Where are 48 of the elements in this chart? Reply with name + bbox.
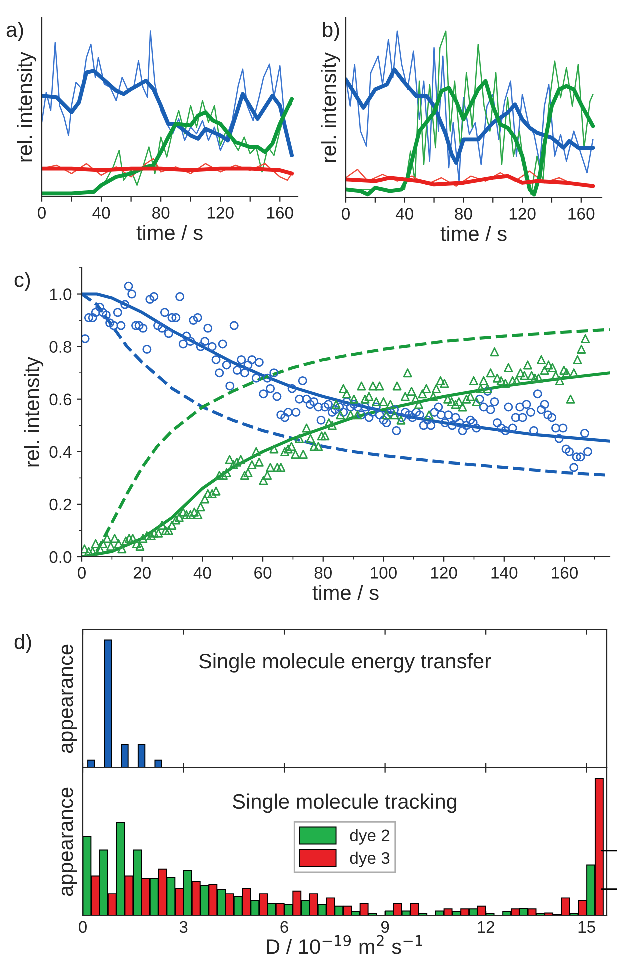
x-tick-label: 9 [381,921,390,934]
x-tick-label: 0 [78,567,86,579]
x-tick-label: 80 [152,207,170,219]
text: c) [14,272,30,292]
y-tick-label: 0.4 [50,446,72,458]
y-axis-title: rel. intensity [17,52,36,162]
x-tick-label: 80 [455,208,472,220]
y-axis-title: rel. intensity [24,356,44,467]
x-tick-label: 40 [194,567,212,579]
x-tick-label: 0 [79,921,87,934]
x-tick-label: 120 [510,208,536,220]
x-tick-label: 80 [314,567,332,579]
x-tick-label: 160 [568,208,595,220]
y-axis-title: rel. intensity [321,52,340,162]
x-axis-title: D / 10$^{−19}$ m$^{2}$ s$^{−1}$ [267,935,422,954]
text: a) [6,22,24,42]
x-tick-label: 3 [180,921,188,934]
legend-label: dye 3 [350,852,390,868]
y-tick-label: 0.8 [50,341,72,354]
text: b) [323,22,340,42]
text: d) [14,634,32,654]
x-tick-label: 40 [92,207,110,219]
x-tick-label: 160 [268,207,294,219]
x-tick-label: 12 [478,921,495,933]
text: Single molecule energy transfer [199,653,492,673]
x-tick-label: 100 [371,567,397,579]
x-axis-title: time / s [136,225,203,240]
x-tick-label: 120 [208,207,234,219]
x-tick-label: 120 [431,567,458,579]
x-tick-label: 0 [342,208,350,220]
y-axis-title: appearance [62,644,78,754]
x-tick-label: 20 [134,567,151,579]
y-tick-label: 0.6 [50,394,72,406]
text: Single molecule tracking [233,794,457,814]
x-tick-label: 160 [552,567,578,579]
y-tick-label: 0.0 [50,551,72,564]
x-tick-label: 6 [280,921,288,934]
y-tick-label: 1.0 [50,288,72,300]
x-axis-title: time / s [312,585,379,600]
y-tick-label: 0.2 [50,498,72,511]
y-axis-title: appearance [62,788,78,896]
x-tick-label: 0 [38,207,46,219]
x-tick-label: 60 [254,567,272,579]
x-tick-label: 140 [492,567,518,579]
x-tick-label: 15 [578,921,596,934]
legend-label: dye 2 [350,829,390,845]
x-axis-title: time / s [440,226,507,242]
x-tick-label: 40 [396,208,414,220]
